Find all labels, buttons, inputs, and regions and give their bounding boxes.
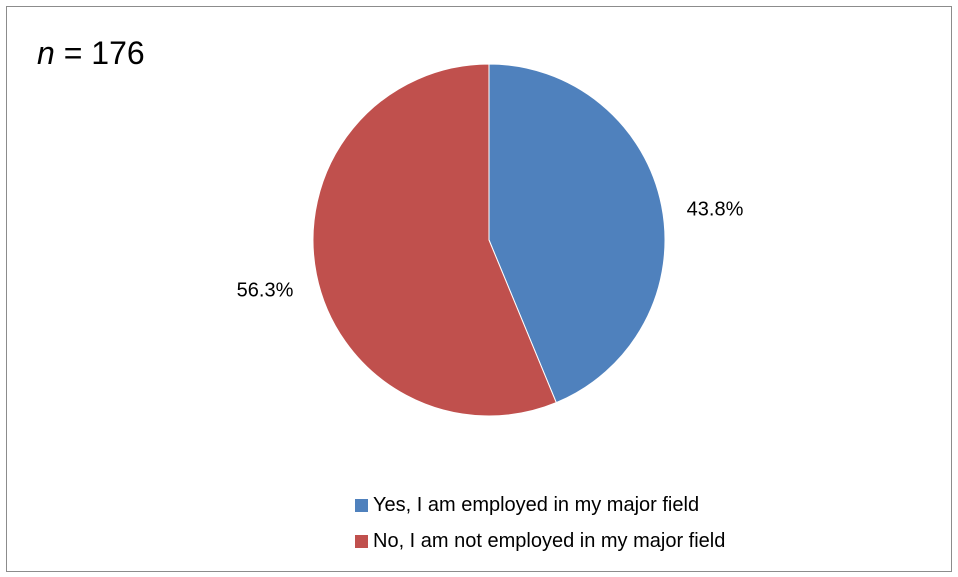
legend-swatch-yes xyxy=(355,498,368,512)
legend-item-yes: Yes, I am employed in my major field xyxy=(355,487,725,523)
sample-size-label: n = 176 xyxy=(37,37,145,69)
legend-swatch-no xyxy=(355,534,368,548)
legend-item-no: No, I am not employed in my major field xyxy=(355,523,725,559)
chart-area: n = 176 43.8% 56.3% Yes, I am employed i… xyxy=(6,6,952,572)
pie-slice-no xyxy=(312,63,557,417)
sample-size-value: = 176 xyxy=(54,35,145,71)
pie-chart: 43.8% 56.3% xyxy=(237,63,744,417)
sample-size-variable: n xyxy=(37,35,55,71)
legend: Yes, I am employed in my major field No,… xyxy=(355,487,725,559)
slice-label-no: 56.3% xyxy=(237,279,294,301)
legend-label-no: No, I am not employed in my major field xyxy=(373,529,726,552)
legend-label-yes: Yes, I am employed in my major field xyxy=(373,493,700,516)
slice-label-yes: 43.8% xyxy=(687,198,744,220)
pie-slice-yes xyxy=(488,63,666,404)
